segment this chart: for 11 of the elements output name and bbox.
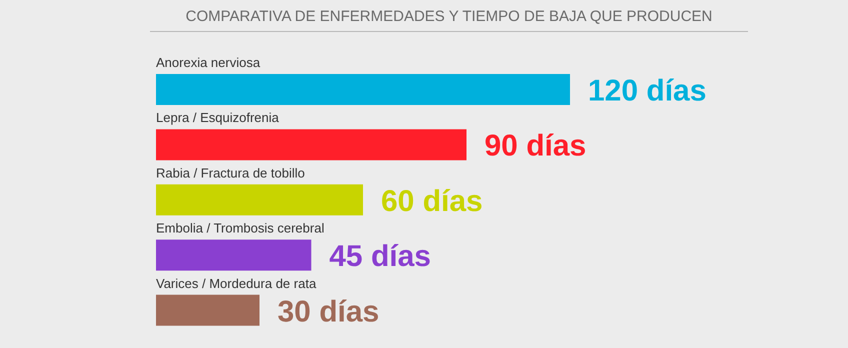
y-tick-label: Embolia / Trombosis cerebral [156,220,324,236]
data-label: 120 días [588,74,706,108]
y-tick-label: Varices / Mordedura de rata [156,276,317,291]
y-tick-label: Anorexia nerviosa [156,55,261,70]
data-label: 60 días [381,184,483,218]
data-label: 90 días [484,130,586,163]
data-label: 30 días [278,295,380,328]
y-tick-label: Rabia / Fractura de tobillo [156,165,305,180]
data-label: 45 días [329,240,431,274]
y-tick-label: Lepra / Esquizofrenia [156,110,280,126]
chart-title: COMPARATIVA DE ENFERMEDADES Y TIEMPO DE BAJA QUE PRODUCEN [150,8,748,32]
